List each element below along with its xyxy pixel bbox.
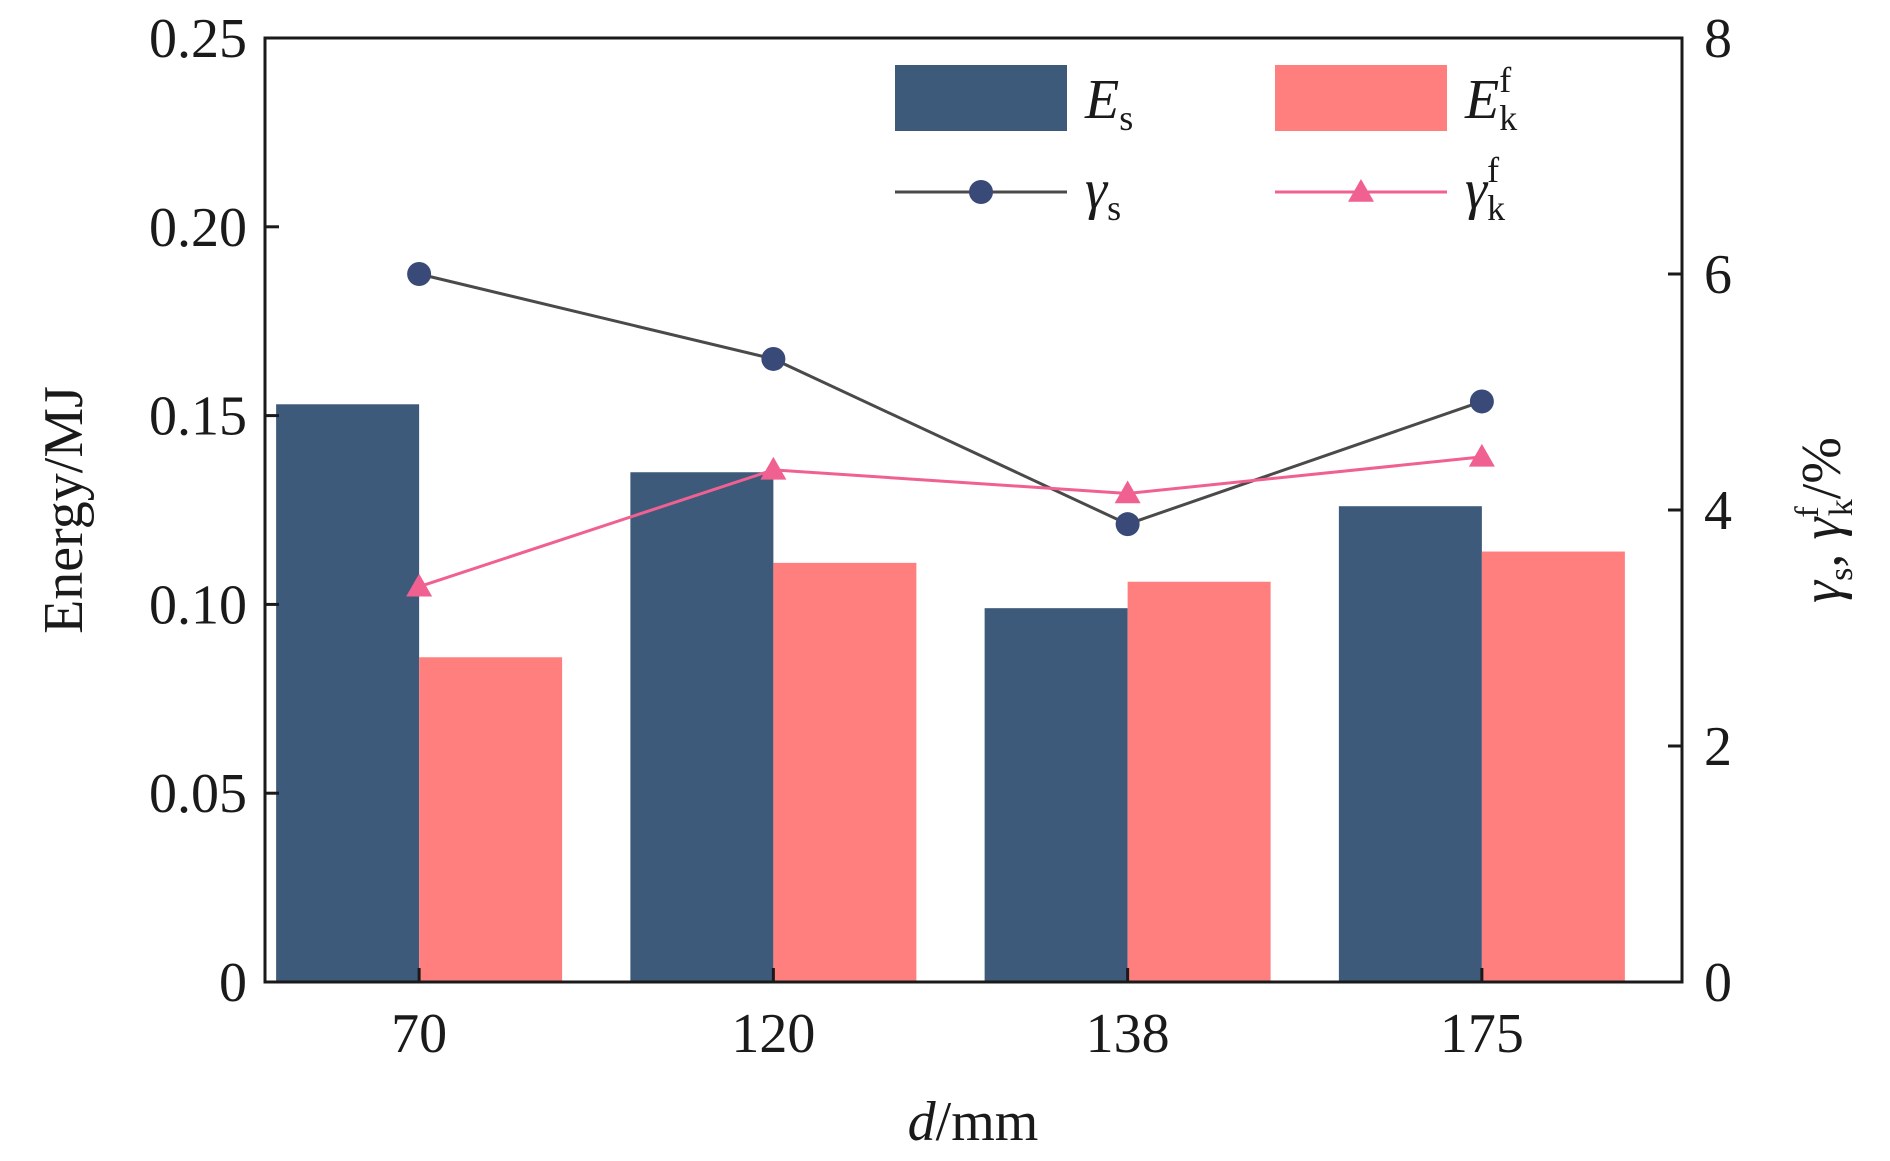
legend-marker-gamma-kf <box>1348 179 1374 202</box>
y2-gamma-k-sup: f <box>1789 506 1826 518</box>
point-gamma-kf-175 <box>1468 443 1495 467</box>
y2-unit: /% <box>1791 437 1853 499</box>
x-axis-label: d/mm <box>908 1091 1039 1153</box>
x-tick-label: 70 <box>391 1003 447 1065</box>
y-tick-label: 0.25 <box>149 8 247 70</box>
x-tick-label: 175 <box>1440 1003 1524 1065</box>
y2-tick-label: 4 <box>1704 480 1732 542</box>
y-axis-label: Energy/MJ <box>33 386 95 634</box>
y-tick-label: 0 <box>219 952 247 1014</box>
y2-gamma-s-sub: s <box>1823 568 1860 581</box>
x-axis-label-unit: /mm <box>936 1091 1039 1153</box>
bar-es-120 <box>630 472 774 982</box>
point-gamma-s-138 <box>1115 512 1140 537</box>
x-axis-label-d: d <box>908 1091 937 1153</box>
bar-es-175 <box>1338 506 1482 982</box>
y2-gamma-k: γ <box>1791 516 1853 540</box>
bar-es-70 <box>276 404 420 983</box>
legend: Es Ef k γs γf k <box>895 60 1517 228</box>
y-tick-label: 0.10 <box>149 574 247 636</box>
legend-label-gamma-kf: γf k <box>1465 150 1505 228</box>
bar-ekf-120 <box>773 562 917 982</box>
legend-swatch-es <box>895 65 1067 131</box>
legend-label-gamma-s: γs <box>1085 159 1121 228</box>
bar-ekf-138 <box>1127 581 1271 982</box>
x-tick-label: 120 <box>731 1003 815 1065</box>
point-gamma-s-70 <box>407 262 432 286</box>
y2-gamma-k-sub: k <box>1823 499 1860 516</box>
legend-marker-gamma-s <box>969 180 993 204</box>
ticks-layer: 0 0.05 0.10 0.15 0.20 0.25 0 2 4 6 8 70 120 138 175 <box>149 8 1732 1065</box>
y2-tick-label: 0 <box>1704 952 1732 1014</box>
line-gamma-kf <box>418 455 1483 589</box>
legend-swatch-ekf <box>1275 65 1447 131</box>
point-gamma-s-120 <box>761 346 786 371</box>
bar-es-138 <box>984 608 1128 982</box>
x-tick-label: 138 <box>1086 1003 1170 1065</box>
point-gamma-kf-70 <box>406 573 433 597</box>
y2-tick-label: 2 <box>1704 716 1732 778</box>
y2-gamma-s: γ <box>1791 579 1853 603</box>
point-gamma-s-175 <box>1469 389 1494 414</box>
y2-tick-label: 8 <box>1704 8 1732 70</box>
point-gamma-kf-120 <box>760 456 787 480</box>
y-tick-label: 0.05 <box>149 763 247 825</box>
y2-sep: , <box>1791 540 1853 568</box>
line-gamma-s <box>418 272 1483 526</box>
y-tick-label: 0.20 <box>149 197 247 259</box>
bar-ekf-70 <box>419 657 563 982</box>
legend-label-ekf: Ef k <box>1464 60 1517 138</box>
point-gamma-kf-138 <box>1114 480 1141 504</box>
lines-layer <box>406 262 1495 597</box>
y2-axis-label: γs, γfk/% <box>1789 437 1860 603</box>
y2-tick-label: 6 <box>1704 244 1732 306</box>
bars-layer <box>276 404 1625 983</box>
bar-ekf-175 <box>1481 551 1625 982</box>
y-tick-label: 0.15 <box>149 386 247 448</box>
legend-label-es: Es <box>1084 69 1133 138</box>
